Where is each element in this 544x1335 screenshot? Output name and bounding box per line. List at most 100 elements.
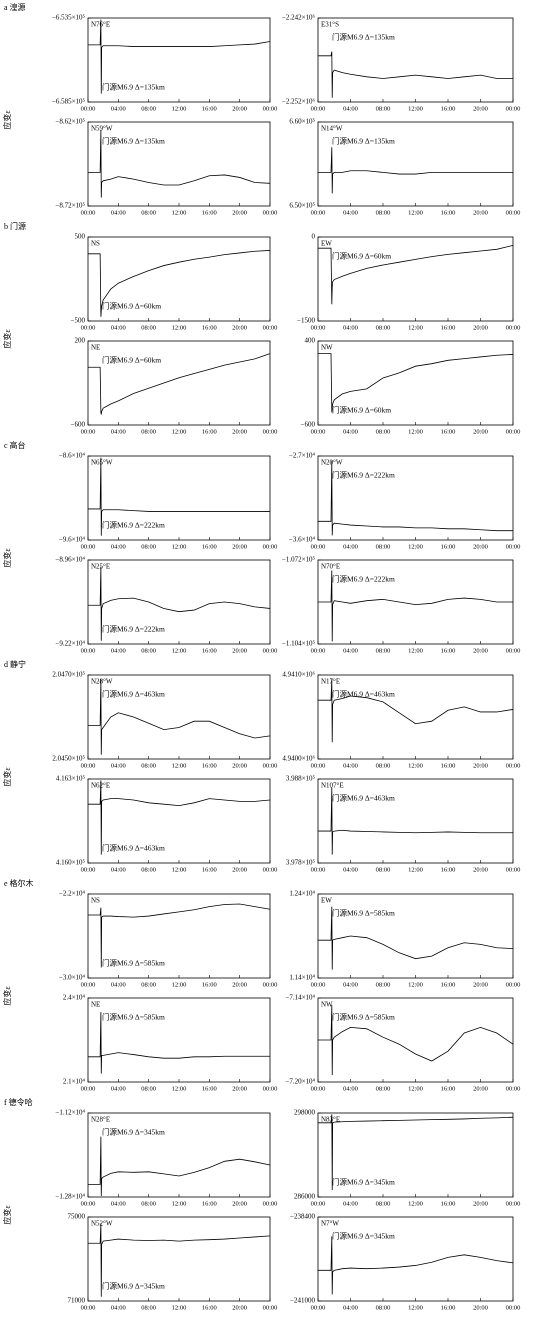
strain-line — [318, 1004, 514, 1076]
plot-frame — [317, 997, 514, 1083]
x-tick-label: 04:00 — [343, 324, 358, 331]
x-tick-label: 12:00 — [172, 1304, 187, 1311]
x-tick-label: 20:00 — [232, 981, 247, 988]
x-tick-label: 00:00 — [81, 647, 96, 654]
x-tick-label: 08:00 — [376, 428, 391, 435]
y-tick-label: −7.14×10⁴ — [285, 994, 315, 1002]
panel-label: N17°E — [321, 678, 340, 686]
annotation: 门源M6.9 Δ=585km — [102, 1013, 165, 1022]
x-tick-label: 04:00 — [343, 647, 358, 654]
strain-line — [88, 457, 270, 536]
x-tick-label: 12:00 — [172, 209, 187, 216]
annotation: 门源M6.9 Δ=585km — [332, 1013, 395, 1022]
y-tick-label: 3.988×10⁵ — [286, 775, 316, 783]
x-tick-label: 20:00 — [473, 981, 488, 988]
x-tick-label: 00:00 — [81, 324, 96, 331]
strain-line — [318, 1236, 514, 1295]
x-tick-label: 00:00 — [81, 428, 96, 435]
strain-line — [318, 460, 513, 536]
x-tick-label: 16:00 — [441, 762, 456, 769]
x-tick-label: 00:00 — [506, 324, 521, 331]
section-title: d 静宁 — [4, 659, 26, 669]
y-tick-label: −6.535×10⁵ — [52, 14, 86, 22]
x-tick-label: 08:00 — [141, 981, 156, 988]
y-axis-label: 应变ε — [2, 1205, 12, 1225]
x-tick-label: 00:00 — [263, 105, 278, 112]
y-tick-label: −8.6×10⁴ — [59, 452, 86, 460]
x-tick-label: 04:00 — [343, 428, 358, 435]
y-axis-label: 应变ε — [2, 329, 12, 349]
y-tick-label: −1.28×10⁴ — [55, 1193, 85, 1201]
plot-frame — [87, 1112, 271, 1198]
strain-line — [318, 787, 513, 855]
x-tick-label: 20:00 — [232, 209, 247, 216]
x-tick-label: 12:00 — [408, 324, 423, 331]
y-tick-label: −2.252×10⁶ — [282, 98, 316, 106]
y-tick-label: −3.6×10⁴ — [289, 536, 316, 544]
x-tick-label: 16:00 — [202, 428, 217, 435]
y-tick-label: −500 — [71, 317, 86, 325]
panel-label: N107°E — [321, 782, 344, 790]
x-tick-label: 00:00 — [81, 543, 96, 550]
y-tick-label: −238400 — [290, 1213, 315, 1221]
plot-frame — [317, 121, 514, 207]
plot-frame — [87, 340, 271, 426]
plot-frame — [317, 455, 514, 541]
strain-line — [318, 353, 514, 413]
x-tick-label: 20:00 — [473, 1085, 488, 1092]
y-tick-label: 71000 — [68, 1297, 86, 1305]
x-tick-label: 20:00 — [232, 762, 247, 769]
y-tick-label: 298000 — [294, 1109, 316, 1117]
x-tick-label: 16:00 — [202, 647, 217, 654]
y-tick-label: −600 — [301, 421, 316, 429]
strain-line — [318, 906, 514, 970]
y-tick-label: −9.6×10⁴ — [59, 536, 86, 544]
x-tick-label: 00:00 — [263, 209, 278, 216]
x-tick-label: 04:00 — [111, 324, 126, 331]
strain-line — [88, 679, 271, 755]
x-tick-label: 00:00 — [81, 1304, 96, 1311]
x-tick-label: 16:00 — [441, 543, 456, 550]
plot-frame — [317, 1216, 514, 1302]
x-tick-label: 04:00 — [111, 981, 126, 988]
strain-line — [88, 1011, 270, 1074]
x-tick-label: 00:00 — [506, 981, 521, 988]
y-tick-label: 4.163×10⁵ — [56, 775, 86, 783]
y-tick-label: 6.50×10⁵ — [289, 202, 315, 210]
strain-line — [88, 903, 271, 968]
x-tick-label: 04:00 — [111, 1304, 126, 1311]
x-tick-label: 00:00 — [263, 762, 278, 769]
section-title: a 湟源 — [4, 2, 26, 12]
panel-label: N83°E — [321, 1116, 340, 1124]
annotation: 门源M6.9 Δ=135km — [102, 83, 165, 92]
section-title: b 门源 — [4, 221, 26, 231]
strain-line — [88, 780, 271, 855]
x-tick-label: 00:00 — [81, 762, 96, 769]
section-title: c 高台 — [4, 440, 26, 450]
y-tick-label: −2.2×10⁴ — [59, 890, 86, 898]
x-tick-label: 08:00 — [141, 543, 156, 550]
x-tick-label: 08:00 — [141, 105, 156, 112]
x-tick-label: 00:00 — [311, 762, 326, 769]
x-tick-label: 00:00 — [311, 1200, 326, 1207]
y-tick-label: 4.9410×10⁶ — [282, 671, 315, 679]
x-tick-label: 20:00 — [232, 105, 247, 112]
annotation: 门源M6.9 Δ=345km — [102, 1282, 165, 1291]
x-tick-label: 12:00 — [408, 762, 423, 769]
x-tick-label: 08:00 — [376, 324, 391, 331]
annotation: 门源M6.9 Δ=463km — [332, 690, 395, 699]
y-tick-label: 75000 — [68, 1213, 86, 1221]
x-tick-label: 16:00 — [202, 543, 217, 550]
x-tick-label: 08:00 — [141, 647, 156, 654]
strain-line — [88, 19, 271, 94]
x-tick-label: 08:00 — [141, 324, 156, 331]
annotation: 门源M6.9 Δ=222km — [332, 575, 395, 584]
x-tick-label: 20:00 — [473, 209, 488, 216]
x-tick-label: 12:00 — [172, 762, 187, 769]
x-tick-label: 00:00 — [506, 866, 521, 873]
x-tick-label: 04:00 — [343, 1200, 358, 1207]
x-tick-label: 16:00 — [202, 105, 217, 112]
x-tick-label: 20:00 — [232, 543, 247, 550]
x-tick-label: 12:00 — [172, 428, 187, 435]
